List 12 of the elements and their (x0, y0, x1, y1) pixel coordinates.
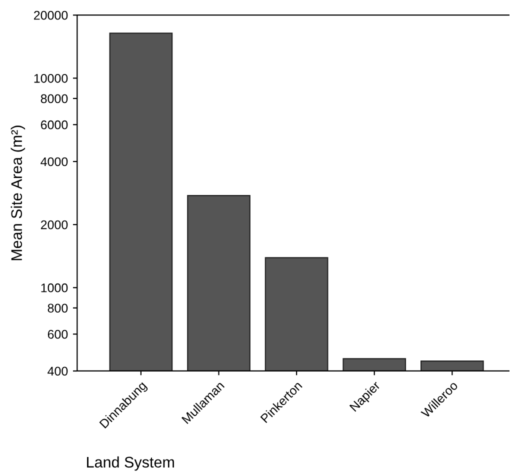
y-tick-label: 2000 (40, 220, 68, 230)
y-tick-label: 20000 (34, 10, 68, 20)
y-tick-label: 4000 (40, 157, 68, 166)
x-axis-title: Land System (87, 456, 174, 471)
y-tick-label: 800 (48, 304, 68, 313)
y-tick-label: 600 (48, 330, 68, 339)
y-tick-label: 8000 (40, 94, 68, 104)
y-axis-title: Mean Site Area (m²) (10, 126, 26, 260)
y-tick-label: 6000 (40, 120, 68, 130)
y-tick-label: 1000 (41, 283, 68, 292)
y-tick-label: 400 (48, 366, 68, 376)
y-tick-label: 10000 (34, 74, 68, 83)
